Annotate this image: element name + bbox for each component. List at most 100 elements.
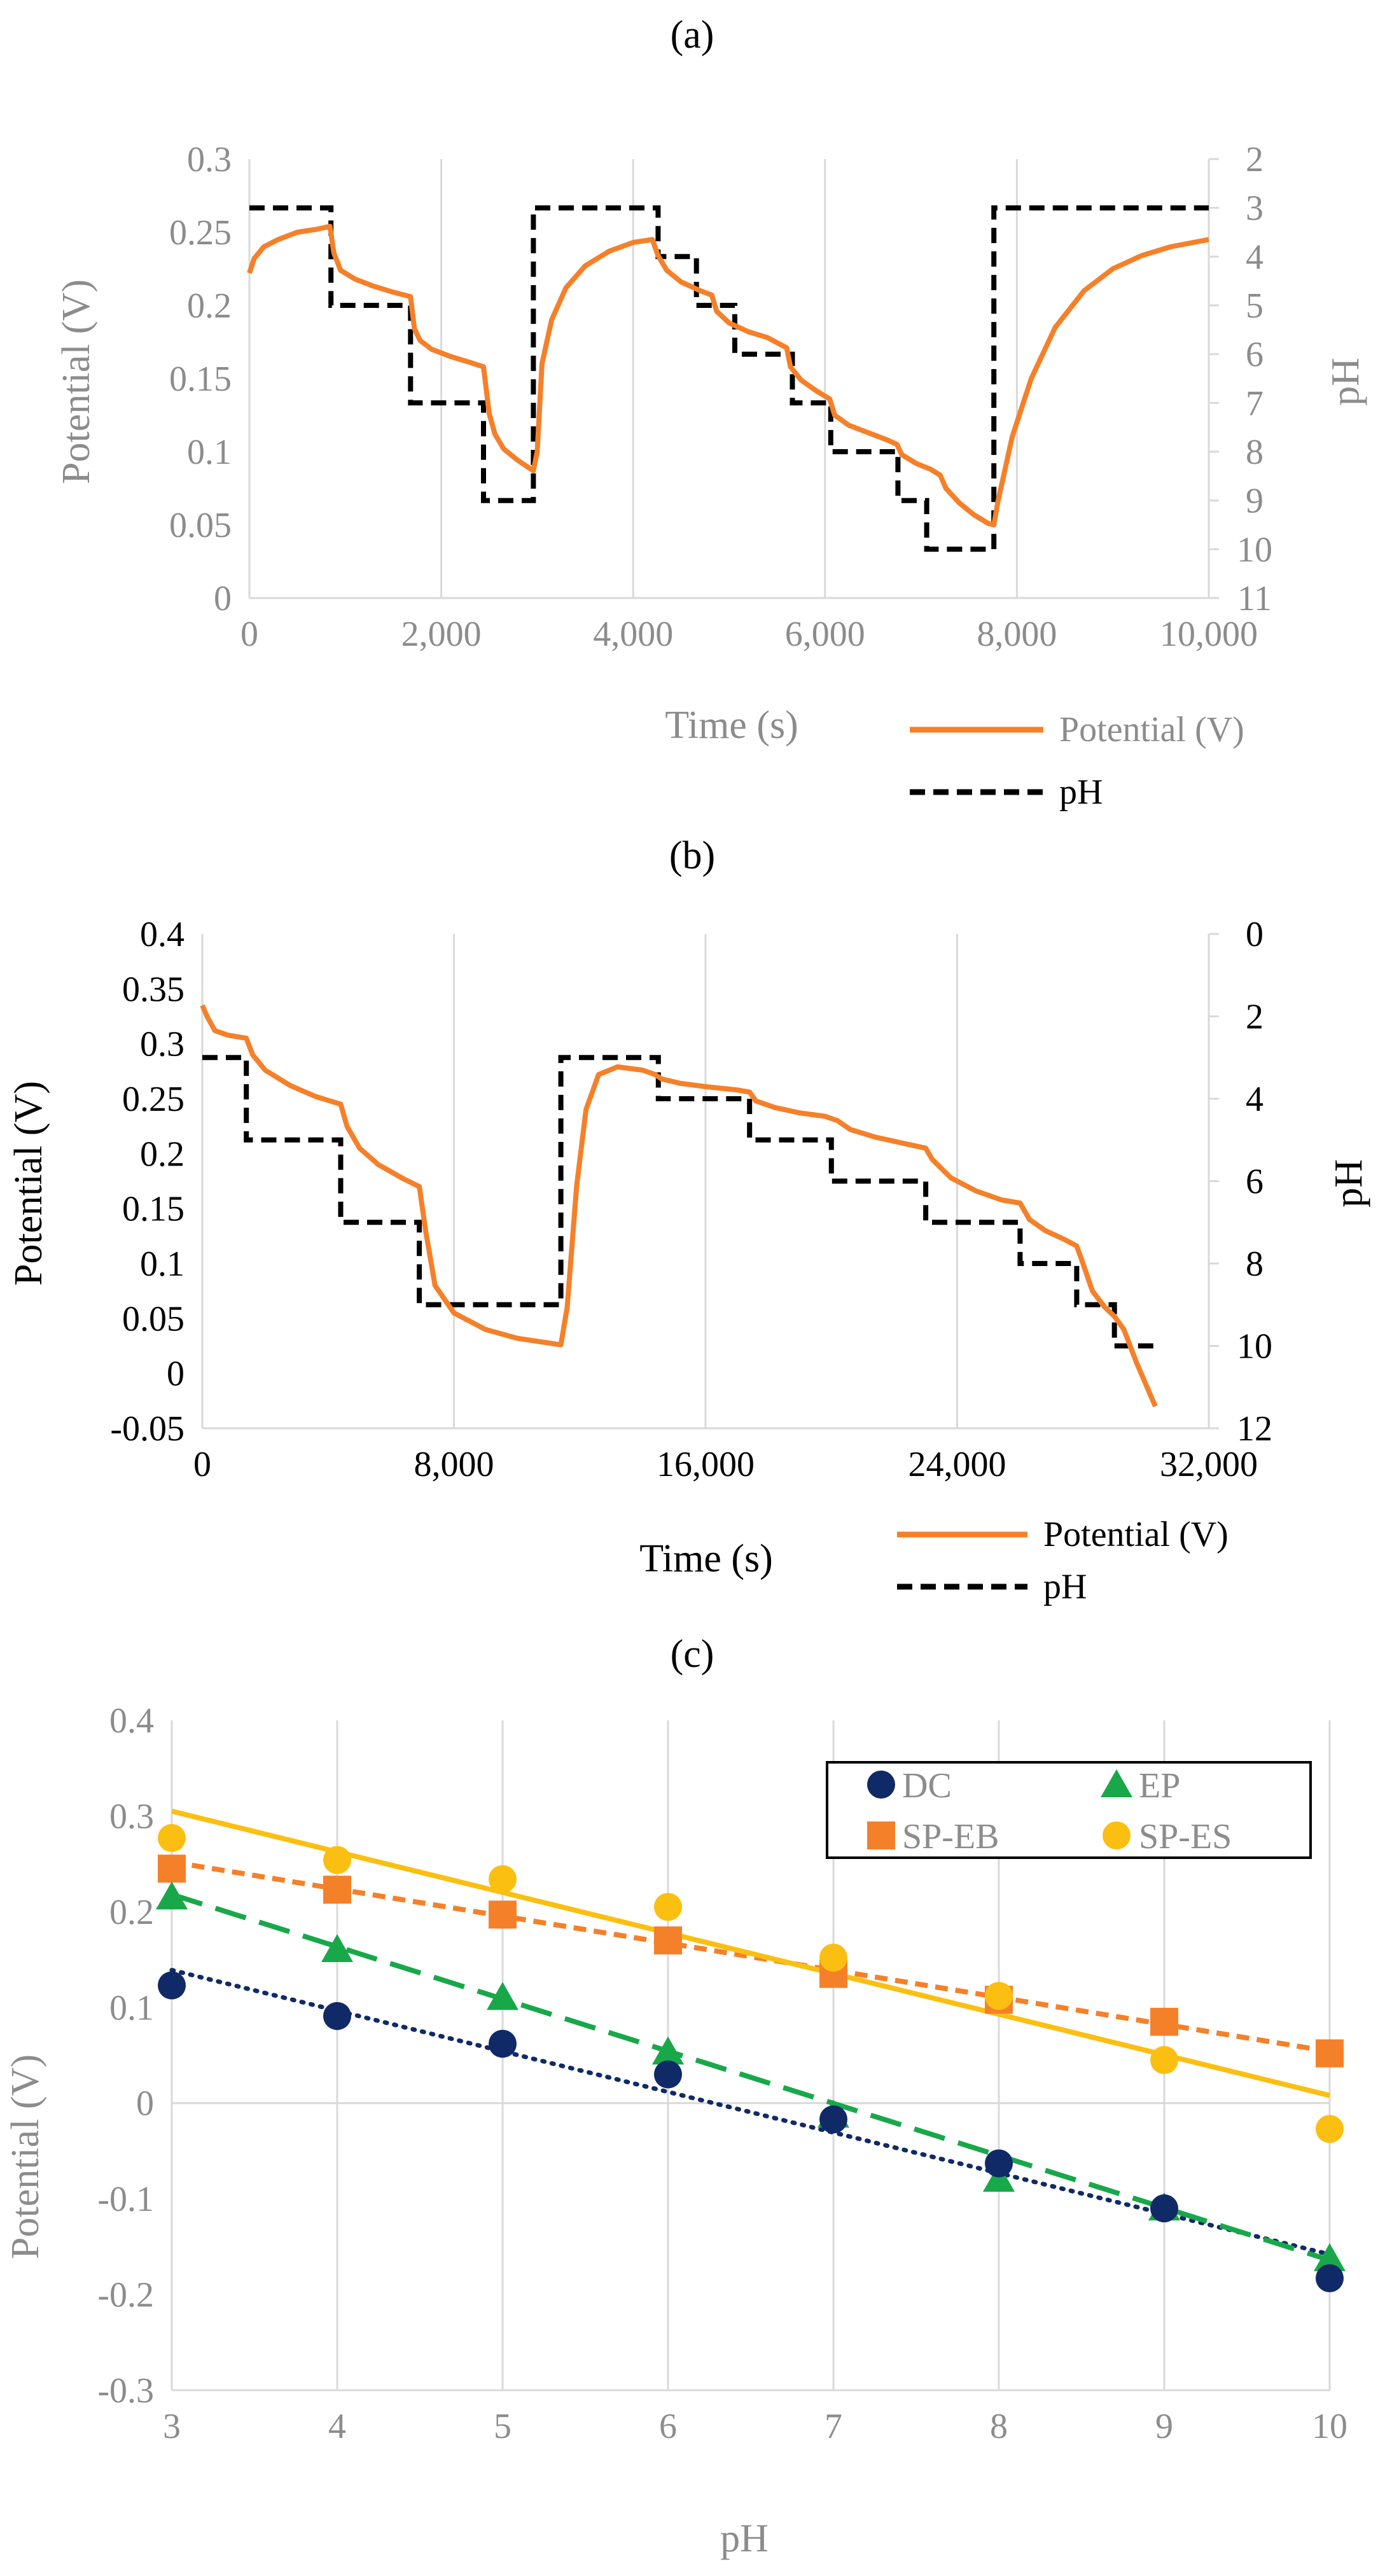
panel-c-legend-dc-marker <box>867 1771 895 1799</box>
panel-b-x-tick-label-2: 16,000 <box>657 1445 755 1484</box>
panel-c-point-sp-eb-1 <box>323 1876 351 1904</box>
panel-c-y-ticks: -0.3 -0.2 -0.1 0 0.1 0.2 0.3 0.4 <box>97 1701 154 2411</box>
panel-b-legend: Potential (V) pH <box>897 1515 1228 1606</box>
panel-a-x-tick-label-4: 8,000 <box>977 615 1057 654</box>
panel-c-point-ep-1 <box>321 1934 353 1963</box>
panel-c-x-tick-label-7: 10 <box>1312 2407 1347 2446</box>
panel-c-trendline-dc <box>169 1968 1332 2257</box>
panel-c-trendlines <box>169 1809 1332 2263</box>
panel-c-x-tick-label-3: 6 <box>659 2407 677 2446</box>
panel-c-legend-ep-label: EP <box>1139 1766 1180 1806</box>
panel-c-y-tick-label-7: 0.4 <box>109 1701 154 1741</box>
panel-b-y-tick-label-3: 0.1 <box>140 1244 184 1284</box>
panel-c-x-tick-label-6: 9 <box>1155 2407 1173 2446</box>
panel-c-point-sp-es-0 <box>158 1824 186 1853</box>
panel-c-y-tick-label-3: 0 <box>136 2084 154 2124</box>
panel-c-x-tick-label-0: 3 <box>163 2407 181 2446</box>
panel-a-legend-potential-label: Potential (V) <box>1059 710 1244 749</box>
panel-b-y2-tick-label-0: 0 <box>1246 915 1263 954</box>
panel-c-legend-sp-es-label: SP-ES <box>1139 1817 1232 1856</box>
panel-c-legend-ep-marker <box>1101 1769 1132 1797</box>
panel-a-y2-tick-label-2: 4 <box>1246 237 1263 277</box>
panel-a-y-tick-label-6: 0.3 <box>187 140 232 179</box>
panel-c-x-ticks: 3 4 5 6 7 8 9 10 <box>163 2407 1347 2446</box>
panel-c: (c) 3 4 5 6 7 8 9 10 -0.3-0.2-0.100.10.20.30.4 … <box>4 1633 1347 2560</box>
panel-c-x-tick-label-5: 8 <box>990 2407 1008 2446</box>
panel-b-y-tick-label-7: 0.3 <box>140 1025 184 1064</box>
panel-c-point-dc-5 <box>985 2149 1013 2178</box>
panel-a-y2-tick-label-5: 7 <box>1246 384 1263 423</box>
panel-a-label: (a) <box>671 13 714 57</box>
panel-b-legend-ph-label: pH <box>1043 1567 1087 1606</box>
panel-a-y2-tick-label-8: 10 <box>1237 530 1272 569</box>
panel-c-point-dc-0 <box>158 1971 186 2000</box>
panel-c-point-ep-3 <box>652 2036 684 2064</box>
panel-a-y-tick-label-1: 0.05 <box>169 506 232 545</box>
panel-a-x-tick-label-5: 10,000 <box>1160 615 1258 654</box>
panel-c-y-tick-label-1: -0.2 <box>97 2276 154 2315</box>
panel-b-y2-tick-label-4: 8 <box>1246 1244 1263 1284</box>
panel-c-x-tick-label-1: 4 <box>328 2407 346 2446</box>
panel-c-point-dc-4 <box>819 2105 847 2134</box>
panel-b-y-tick-label-9: 0.4 <box>140 915 184 954</box>
panel-c-x-tick-label-4: 7 <box>825 2407 842 2446</box>
panel-b-y-tick-label-0: -0.05 <box>110 1409 184 1449</box>
panel-b-ph-line <box>202 1055 1155 1349</box>
panel-b-y-tick-label-6: 0.25 <box>122 1080 184 1119</box>
panel-b-y2-ticks: 0 2 4 6 8 10 12 <box>1237 915 1272 1449</box>
panel-c-point-sp-es-2 <box>489 1865 517 1893</box>
panel-c-label: (c) <box>671 1633 714 1676</box>
panel-c-point-sp-es-5 <box>985 1982 1013 2010</box>
panel-c-y-axis-title: Potential (V) <box>4 2054 47 2259</box>
panel-c-point-ep-7 <box>1314 2243 1346 2271</box>
panel-a-y-tick-label-0: 0 <box>214 579 232 618</box>
panel-b-gridlines <box>201 934 1210 1428</box>
panel-b-axes <box>202 933 1219 1430</box>
panel-c-trendline-sp-eb <box>171 1859 1330 2054</box>
panel-a-y-tick-label-2: 0.1 <box>187 433 232 472</box>
panel-b-x-tick-label-3: 24,000 <box>908 1445 1006 1484</box>
panel-a-y2-tick-label-7: 9 <box>1246 482 1263 521</box>
panel-c-y-tick-label-2: -0.1 <box>97 2180 154 2219</box>
panel-b: (b) 0 8,000 16,000 24,000 32,000 -0.0500.050… <box>7 834 1370 1606</box>
panel-c-y-tick-label-5: 0.2 <box>109 1893 154 1932</box>
panel-a-legend-ph-label: pH <box>1059 772 1103 812</box>
panel-a-legend: Potential (V) pH <box>910 710 1244 812</box>
panel-c-point-sp-eb-3 <box>654 1926 682 1954</box>
panel-a: (a) 0 2,000 4,000 6,000 8,000 10,000 0 0.05 0.1… <box>55 13 1367 812</box>
panel-c-point-sp-eb-6 <box>1150 2007 1178 2036</box>
panel-c-point-sp-es-3 <box>654 1893 682 1921</box>
panel-c-point-dc-6 <box>1150 2194 1178 2223</box>
panel-c-x-axis-title: pH <box>720 2517 769 2560</box>
panel-c-point-sp-eb-0 <box>158 1855 186 1883</box>
panel-c-point-dc-1 <box>323 2002 351 2030</box>
panel-c-y-tick-label-0: -0.3 <box>97 2371 154 2411</box>
panel-c-point-dc-2 <box>489 2029 517 2058</box>
panel-b-y2-axis-title: pH <box>1327 1159 1370 1208</box>
panel-a-x-tick-label-1: 2,000 <box>401 615 482 654</box>
panel-b-y2-tick-label-3: 6 <box>1246 1162 1263 1202</box>
panel-a-x-ticks: 0 2,000 4,000 6,000 8,000 10,000 <box>240 615 1258 654</box>
panel-b-y-tick-label-4: 0.15 <box>122 1190 184 1229</box>
panel-c-y-tick-label-6: 0.3 <box>109 1797 154 1836</box>
panel-c-legend-sp-es-marker <box>1103 1821 1131 1849</box>
panel-a-y2-tick-label-0: 2 <box>1246 140 1263 179</box>
panel-b-y-axis-title: Potential (V) <box>7 1081 50 1286</box>
panel-b-y-ticks: -0.05 0 0.05 0.1 0.15 0.2 0.25 0.3 0.35 0.4 <box>110 915 184 1449</box>
panel-c-legend-sp-eb-label: SP-EB <box>902 1817 999 1856</box>
panel-a-y-tick-label-4: 0.2 <box>187 286 232 326</box>
panel-b-y2-tick-label-1: 2 <box>1246 998 1263 1037</box>
panel-c-point-sp-eb-2 <box>489 1900 517 1929</box>
panel-c-y-tick-label-4: 0.1 <box>109 1988 154 2028</box>
panel-a-ph-line <box>249 205 1209 552</box>
panel-a-y2-tick-label-9: 11 <box>1237 579 1272 618</box>
panel-a-y2-tick-label-6: 8 <box>1246 433 1263 472</box>
panel-b-x-tick-label-0: 0 <box>193 1445 211 1484</box>
panel-b-legend-potential-label: Potential (V) <box>1043 1515 1228 1554</box>
panel-b-y2-tick-label-5: 10 <box>1237 1327 1272 1367</box>
panel-c-point-ep-2 <box>487 1982 519 2010</box>
panel-a-y2-axis-title: pH <box>1324 358 1367 406</box>
panel-a-x-tick-label-2: 4,000 <box>593 615 673 654</box>
panel-b-y-tick-label-5: 0.2 <box>140 1134 184 1174</box>
panel-c-legend-sp-eb-marker <box>867 1821 895 1849</box>
